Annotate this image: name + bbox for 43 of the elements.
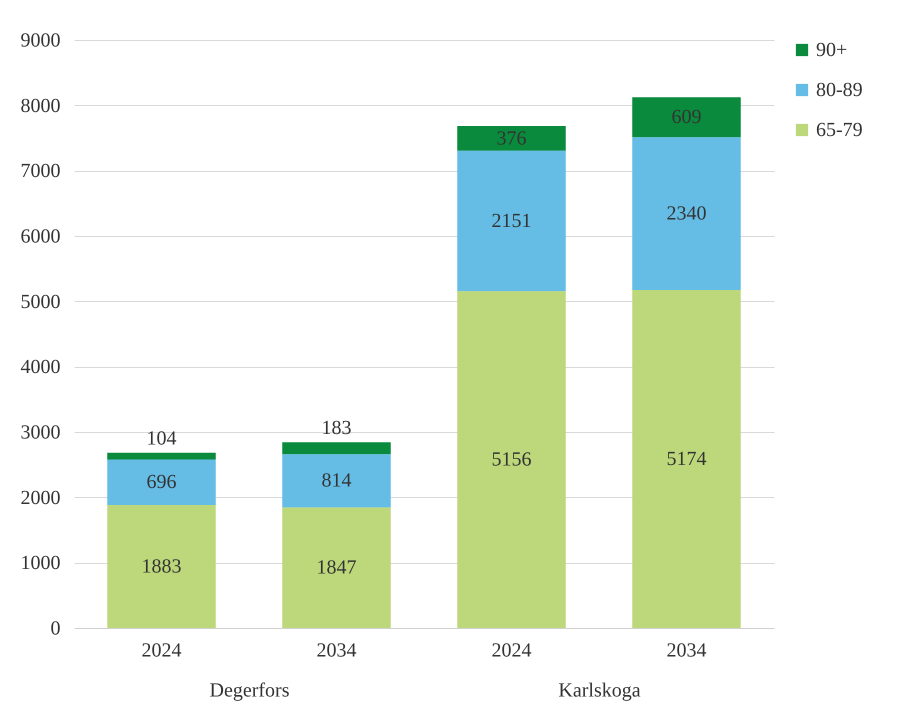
y-tick-label: 4000: [20, 356, 60, 378]
y-tick-label: 6000: [20, 226, 60, 248]
bar: [107, 460, 216, 505]
y-tick-label: 5000: [20, 290, 60, 313]
data-label: 1883: [142, 555, 182, 578]
bar: [457, 126, 566, 151]
y-tick-label: 3000: [20, 422, 60, 444]
y-tick-label: 7000: [20, 160, 60, 182]
y-tick-label: 8000: [20, 94, 60, 117]
y-tick-label: 2000: [20, 486, 60, 509]
data-label: 2151: [492, 210, 532, 232]
bar: [457, 150, 566, 292]
data-label: 1847: [316, 556, 356, 579]
data-label: 696: [146, 471, 176, 494]
data-label: 5156: [492, 448, 532, 471]
x-tick-label: 2024: [142, 640, 182, 662]
x-tick-label: 2034: [316, 640, 356, 662]
bar: [282, 454, 391, 508]
bar: [107, 504, 216, 628]
bar: [632, 137, 741, 290]
data-label: 183: [322, 417, 352, 440]
data-label: 104: [146, 428, 176, 450]
bar: [282, 442, 391, 454]
bar: [457, 291, 566, 628]
legend-label: 65-79: [816, 119, 863, 141]
bar: [282, 507, 391, 628]
y-tick-label: 9000: [20, 30, 60, 52]
y-tick-label: 0: [50, 618, 60, 640]
x-tick-label: 2024: [492, 640, 532, 662]
text: Degerfors: [210, 680, 290, 702]
text: Karlskoga: [558, 680, 641, 702]
bar: [107, 452, 216, 460]
data-label: 814: [322, 470, 352, 492]
data-label: 376: [496, 127, 526, 150]
legend-label: 90+: [816, 39, 848, 61]
data-label: 5174: [666, 448, 706, 470]
data-label: 609: [672, 106, 702, 128]
y-tick-label: 1000: [20, 552, 60, 574]
bar: [632, 290, 741, 628]
legend-label: 80-89: [816, 79, 863, 101]
x-tick-label: 2034: [666, 640, 706, 662]
data-label: 2340: [666, 202, 706, 225]
bar: [632, 97, 741, 138]
